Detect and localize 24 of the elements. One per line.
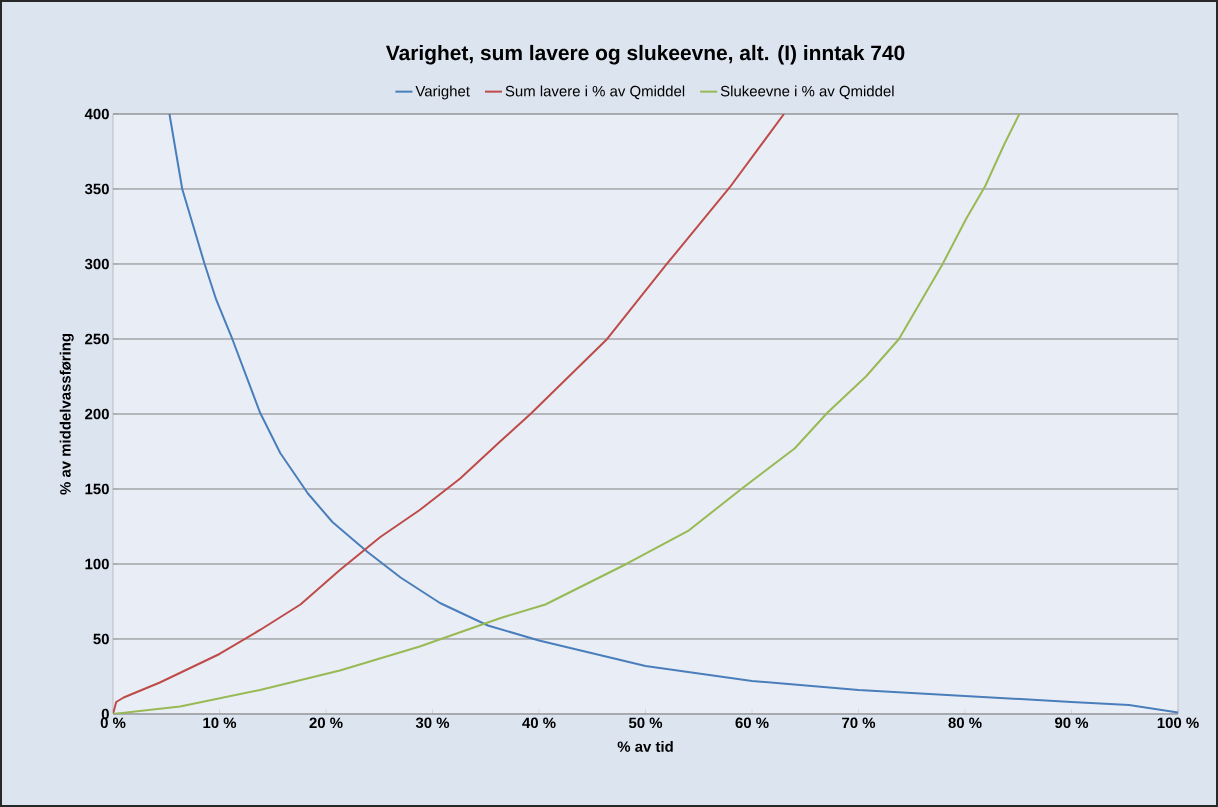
legend-label: Slukeevne i % av Qmiddel xyxy=(720,85,894,100)
x-tick-label: 60 % xyxy=(735,717,769,729)
x-axis-title: % av tid xyxy=(617,740,673,752)
x-tick-label: 30 % xyxy=(415,717,450,729)
x-tick-label: 80 % xyxy=(948,717,982,729)
x-tick-label: 70 % xyxy=(842,717,876,729)
x-tick-label: 20 % xyxy=(309,717,343,729)
y-tick-label: 100 xyxy=(85,558,109,570)
x-tick-label: 90 % xyxy=(1054,717,1089,729)
legend-label: Varighet xyxy=(415,85,470,100)
x-tick-label: 100 % xyxy=(1157,717,1199,729)
y-tick-label: 200 xyxy=(85,408,109,420)
y-axis-title: % av middelvassføring xyxy=(59,334,74,495)
y-tick-label: 300 xyxy=(84,258,109,270)
legend-label: Sum lavere i % av Qmiddel xyxy=(505,85,685,100)
y-tick-label: 400 xyxy=(84,108,109,120)
x-tick-label: 10 % xyxy=(203,717,237,729)
y-tick-label: 250 xyxy=(85,333,109,345)
y-tick-label: 150 xyxy=(85,483,109,495)
y-tick-label: 350 xyxy=(84,183,109,195)
chart-title: Varighet, sum lavere og slukeevne, alt. (I) inntak 740 xyxy=(385,44,905,65)
y-tick-label: 50 xyxy=(93,633,109,645)
x-tick-label: 40 % xyxy=(522,717,556,729)
x-tick-label: 50 % xyxy=(628,717,663,729)
